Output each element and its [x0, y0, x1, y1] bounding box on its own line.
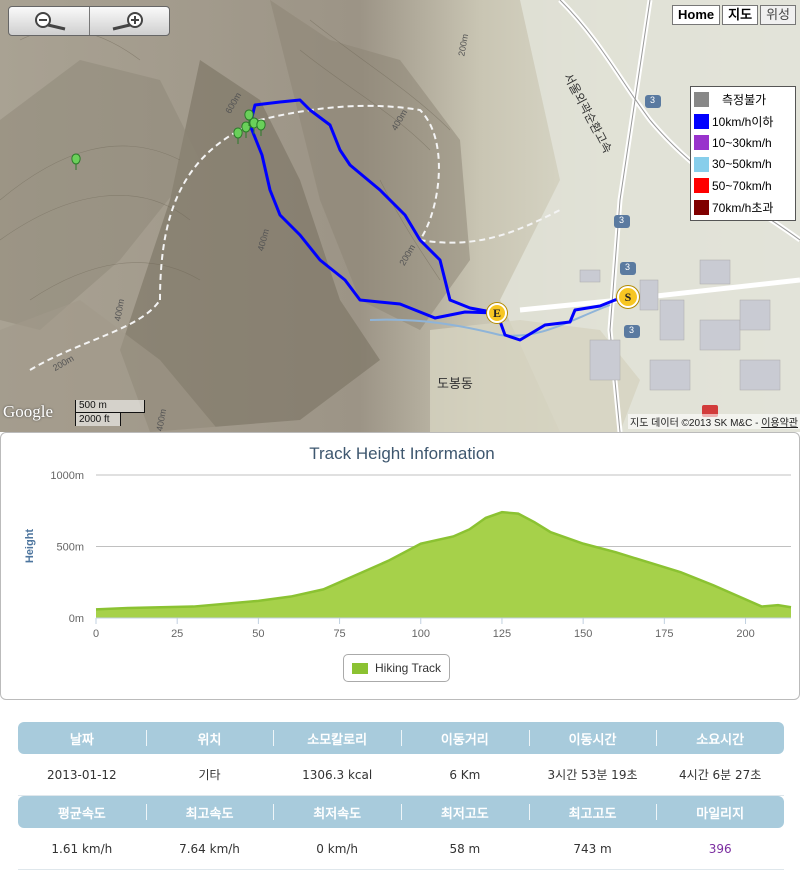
- route-shield-label: 3: [650, 95, 656, 105]
- route-shield-label: 3: [625, 262, 631, 272]
- stats-value-row: 2013-01-12 기타 1306.3 kcal 6 Km 3시간 53분 1…: [18, 754, 784, 796]
- x-tick-label: 125: [493, 628, 511, 640]
- value-min-altitude: 58 m: [449, 841, 481, 856]
- x-tick-label: 150: [574, 628, 592, 640]
- google-logo[interactable]: Google: [3, 402, 54, 421]
- legend-label: 측정불가: [722, 93, 767, 108]
- satellite-button[interactable]: 위성: [760, 5, 796, 25]
- map-view[interactable]: 3 3 3 3 600m 400m 400m 200m 200m 400m 20…: [0, 0, 800, 432]
- legend-label: 30~50km/h: [712, 157, 772, 172]
- zoom-control: [8, 6, 170, 36]
- series-area: [96, 512, 791, 618]
- legend-swatch: [352, 662, 368, 674]
- zoom-out-button[interactable]: [9, 7, 89, 35]
- legend-swatch: [694, 199, 709, 215]
- height-chart-panel: Track Height Information Height 0 25 50 75 1…: [0, 432, 800, 700]
- header-date: 날짜: [69, 732, 94, 748]
- x-tick-label: 25: [171, 628, 183, 640]
- x-tick-label: 50: [252, 628, 264, 640]
- stats-header-row: 날짜 위치 소모칼로리 이동거리 이동시간 소요시간: [18, 722, 784, 754]
- value-location: 기타: [198, 768, 221, 782]
- series-line: [95, 510, 792, 611]
- legend-swatch: [694, 135, 709, 151]
- value-total-time: 4시간 6분 27초: [679, 768, 762, 782]
- stats-value-row: 1.61 km/h 7.64 km/h 0 km/h 58 m 743 m 39…: [18, 828, 784, 870]
- x-tick-label: 0: [93, 628, 99, 640]
- route-shield-label: 3: [619, 215, 625, 225]
- header-min-altitude: 최저고도: [401, 796, 529, 828]
- zoom-out-icon: [34, 12, 66, 31]
- legend-swatch: [694, 113, 709, 129]
- scale-metric: 500 m: [75, 400, 145, 413]
- place-label: 도봉동: [437, 376, 473, 391]
- header-calories: 소모칼로리: [273, 722, 401, 754]
- legend-row: 측정불가: [694, 89, 792, 111]
- height-chart: Track Height Information Height 0 25 50 75 1…: [24, 444, 792, 640]
- value-moving-time: 3시간 53분 19초: [547, 768, 638, 782]
- end-marker[interactable]: E: [487, 303, 507, 323]
- header-location: 위치: [145, 722, 274, 754]
- legend-label: Hiking Track: [375, 661, 442, 675]
- chart-legend-item[interactable]: Hiking Track: [343, 654, 451, 682]
- legend-row: 10~30km/h: [694, 132, 792, 154]
- y-tick-label: 0m: [69, 613, 84, 625]
- x-tick-label: 100: [412, 628, 430, 640]
- legend-label: 10km/h이하: [712, 114, 774, 129]
- value-distance: 6 Km: [449, 767, 481, 782]
- legend-row: 30~50km/h: [694, 154, 792, 176]
- zoom-in-button[interactable]: [88, 7, 170, 35]
- map-scale: 500 m 2000 ft: [75, 400, 145, 426]
- legend-label: 10~30km/h: [712, 135, 772, 150]
- legend-label: 70km/h초과: [712, 200, 774, 215]
- track-line: [248, 98, 628, 342]
- header-mileage: 마일리지: [656, 796, 784, 828]
- value-date: 2013-01-12: [46, 767, 117, 782]
- terms-link[interactable]: 이용약관: [761, 418, 798, 429]
- y-tick-label: 500m: [56, 542, 84, 554]
- map-copyright: 지도 데이터 ©2013 SK M&C - 이용약관: [628, 414, 800, 429]
- x-tick-label: 200: [736, 628, 754, 640]
- terrain-layer: [0, 0, 800, 432]
- value-max-altitude: 743 m: [573, 841, 612, 856]
- value-avg-speed: 1.61 km/h: [51, 841, 113, 856]
- header-moving-time: 이동시간: [528, 722, 657, 754]
- y-axis-title: Height: [24, 529, 36, 564]
- legend-swatch: [694, 156, 709, 172]
- legend-row: 10km/h이하: [694, 111, 792, 133]
- legend-row: 50~70km/h: [694, 175, 792, 197]
- value-mileage[interactable]: 396: [708, 841, 732, 856]
- legend-row: 70km/h초과: [694, 197, 792, 219]
- map-button[interactable]: 지도: [722, 5, 759, 25]
- header-total-time: 소요시간: [656, 722, 784, 754]
- x-tick-label: 75: [333, 628, 345, 640]
- legend-swatch: [694, 178, 709, 194]
- x-tick-label: 175: [655, 628, 673, 640]
- start-marker-label: S: [624, 289, 632, 304]
- zoom-in-icon: [112, 12, 144, 31]
- y-tick-label: 1000m: [50, 470, 84, 482]
- header-distance: 이동거리: [401, 722, 529, 754]
- value-max-speed: 7.64 km/h: [179, 841, 240, 856]
- end-marker-label: E: [492, 305, 501, 320]
- copyright-text: 지도 데이터 ©2013 SK M&C -: [630, 418, 762, 429]
- value-calories: 1306.3 kcal: [302, 767, 373, 782]
- speed-legend: 측정불가 10km/h이하 10~30km/h 30~50km/h 50~70k…: [690, 86, 796, 221]
- header-min-speed: 최저속도: [273, 796, 401, 828]
- stats-header-row: 평균속도 최고속도 최저속도 최저고도 최고고도 마일리지: [18, 796, 784, 828]
- header-max-altitude: 최고고도: [528, 796, 657, 828]
- chart-title: Track Height Information: [309, 444, 495, 463]
- scale-imperial: 2000 ft: [75, 413, 121, 426]
- home-button[interactable]: Home: [672, 5, 721, 25]
- stats-table: 날짜 위치 소모칼로리 이동거리 이동시간 소요시간 2013-01-12 기타…: [18, 722, 784, 870]
- header-max-speed: 최고속도: [145, 796, 274, 828]
- start-marker[interactable]: S: [617, 286, 639, 308]
- header-avg-speed: 평균속도: [57, 806, 106, 822]
- value-min-speed: 0 km/h: [316, 841, 359, 856]
- map-type-control: Home 지도 위성: [672, 5, 796, 25]
- legend-label: 50~70km/h: [712, 178, 772, 193]
- legend-swatch: [694, 92, 709, 108]
- route-shield-label: 3: [629, 325, 635, 335]
